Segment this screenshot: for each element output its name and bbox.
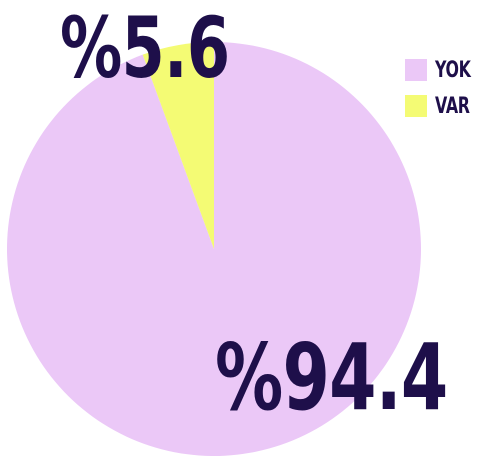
legend-swatch-var: [405, 95, 427, 117]
legend-swatch-yok: [405, 59, 427, 81]
legend-item-var: VAR: [405, 93, 477, 119]
data-label-var: %5.6: [60, 0, 230, 97]
data-label-yok: %94.4: [215, 324, 448, 431]
legend: YOK VAR: [405, 57, 477, 129]
pie-slice-var: [142, 42, 214, 249]
legend-label-yok: YOK: [435, 57, 471, 83]
legend-label-var: VAR: [435, 93, 470, 119]
legend-item-yok: YOK: [405, 57, 477, 83]
